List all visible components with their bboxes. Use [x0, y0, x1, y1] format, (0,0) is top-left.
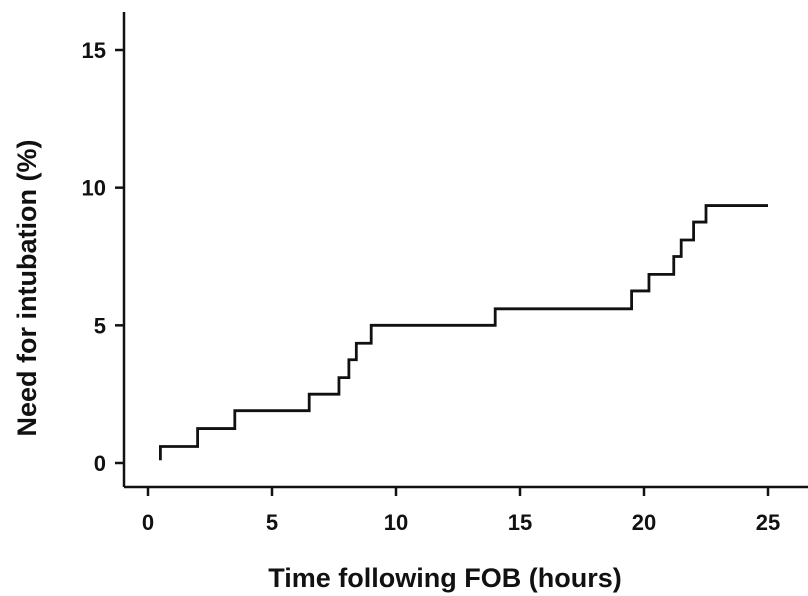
series-step-line	[159, 204, 768, 461]
y-tick-label: 10	[82, 176, 106, 201]
y-tick-label: 5	[94, 313, 106, 338]
x-tick-label: 15	[508, 510, 532, 535]
x-tick-label: 20	[632, 510, 656, 535]
y-tick-label: 0	[94, 451, 106, 476]
y-axis-label: Need for intubation (%)	[12, 140, 42, 437]
x-ticks: 0 5 10 15 20 25	[142, 487, 780, 535]
x-axis-label: Time following FOB (hours)	[268, 563, 621, 593]
x-tick-label: 25	[756, 510, 780, 535]
x-tick-label: 0	[142, 510, 154, 535]
y-ticks: 0 5 10 15	[82, 38, 124, 476]
plot-area: 0 5 10 15 0 5 10 15 20 25	[82, 12, 808, 535]
x-tick-label: 5	[266, 510, 278, 535]
y-tick-label: 15	[82, 38, 106, 63]
x-tick-label: 10	[384, 510, 408, 535]
